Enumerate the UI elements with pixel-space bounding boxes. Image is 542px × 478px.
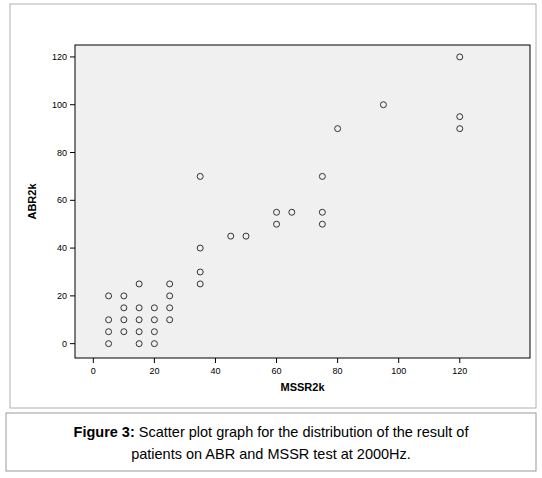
y-tick [70, 104, 75, 105]
y-tick-label: 40 [57, 243, 67, 253]
x-tick [154, 358, 155, 363]
x-tick-label: 100 [391, 366, 406, 376]
point [151, 341, 157, 347]
point [151, 329, 157, 335]
point [380, 102, 386, 108]
point [274, 209, 280, 215]
point [197, 245, 203, 251]
point [457, 126, 463, 132]
caption-line: Figure 3: Scatter plot graph for the dis… [74, 424, 470, 440]
point [457, 54, 463, 60]
point [151, 317, 157, 323]
point [151, 305, 157, 311]
y-tick-label: 120 [52, 52, 67, 62]
y-tick [70, 200, 75, 201]
y-tick [70, 248, 75, 249]
point [121, 317, 127, 323]
point [136, 305, 142, 311]
x-tick-label: 120 [452, 366, 467, 376]
y-tick [70, 56, 75, 57]
x-tick [93, 358, 94, 363]
y-tick-label: 100 [52, 100, 67, 110]
point [289, 209, 295, 215]
plot-frame [75, 45, 530, 358]
figure: 0 20 40 60 80 100 120 0 20 40 60 80 100 120 MSSR2k ABR2… [0, 0, 542, 478]
points [106, 54, 463, 347]
point [167, 317, 173, 323]
point [121, 329, 127, 335]
point [243, 233, 249, 239]
y-tick [70, 343, 75, 344]
point [274, 221, 280, 227]
x-tick [459, 358, 460, 363]
point [457, 114, 463, 120]
point [136, 329, 142, 335]
point [167, 293, 173, 299]
x-tick [276, 358, 277, 363]
point [136, 317, 142, 323]
x-axis-label: MSSR2k [280, 381, 325, 393]
x-tick [215, 358, 216, 363]
caption-box [6, 413, 536, 471]
point [319, 221, 325, 227]
point [106, 341, 112, 347]
point [121, 305, 127, 311]
point [197, 281, 203, 287]
x-tick-label: 80 [333, 366, 343, 376]
y-tick-label: 60 [57, 195, 67, 205]
point [167, 281, 173, 287]
point [319, 209, 325, 215]
point [335, 126, 341, 132]
point [136, 281, 142, 287]
y-tick [70, 295, 75, 296]
y-axis-label: ABR2k [26, 183, 38, 220]
x-tick-label: 60 [272, 366, 282, 376]
y-tick-label: 80 [57, 148, 67, 158]
x-tick [398, 358, 399, 363]
point [197, 269, 203, 275]
caption-text: patients on ABR and MSSR test at 2000Hz. [131, 446, 411, 462]
point [106, 317, 112, 323]
point [167, 305, 173, 311]
point [106, 293, 112, 299]
x-tick-label: 0 [91, 366, 96, 376]
y-tick [70, 152, 75, 153]
point [106, 329, 112, 335]
point [319, 173, 325, 179]
point [121, 293, 127, 299]
y-tick-label: 0 [62, 339, 67, 349]
point [197, 173, 203, 179]
point [228, 233, 234, 239]
x-tick-label: 40 [210, 366, 220, 376]
figure-label: Figure 3: [74, 424, 135, 440]
chart-panel [10, 4, 536, 408]
y-tick-label: 20 [57, 291, 67, 301]
point [136, 341, 142, 347]
caption-text: Scatter plot graph for the distribution … [135, 424, 470, 440]
x-tick-label: 20 [149, 366, 159, 376]
x-tick [337, 358, 338, 363]
